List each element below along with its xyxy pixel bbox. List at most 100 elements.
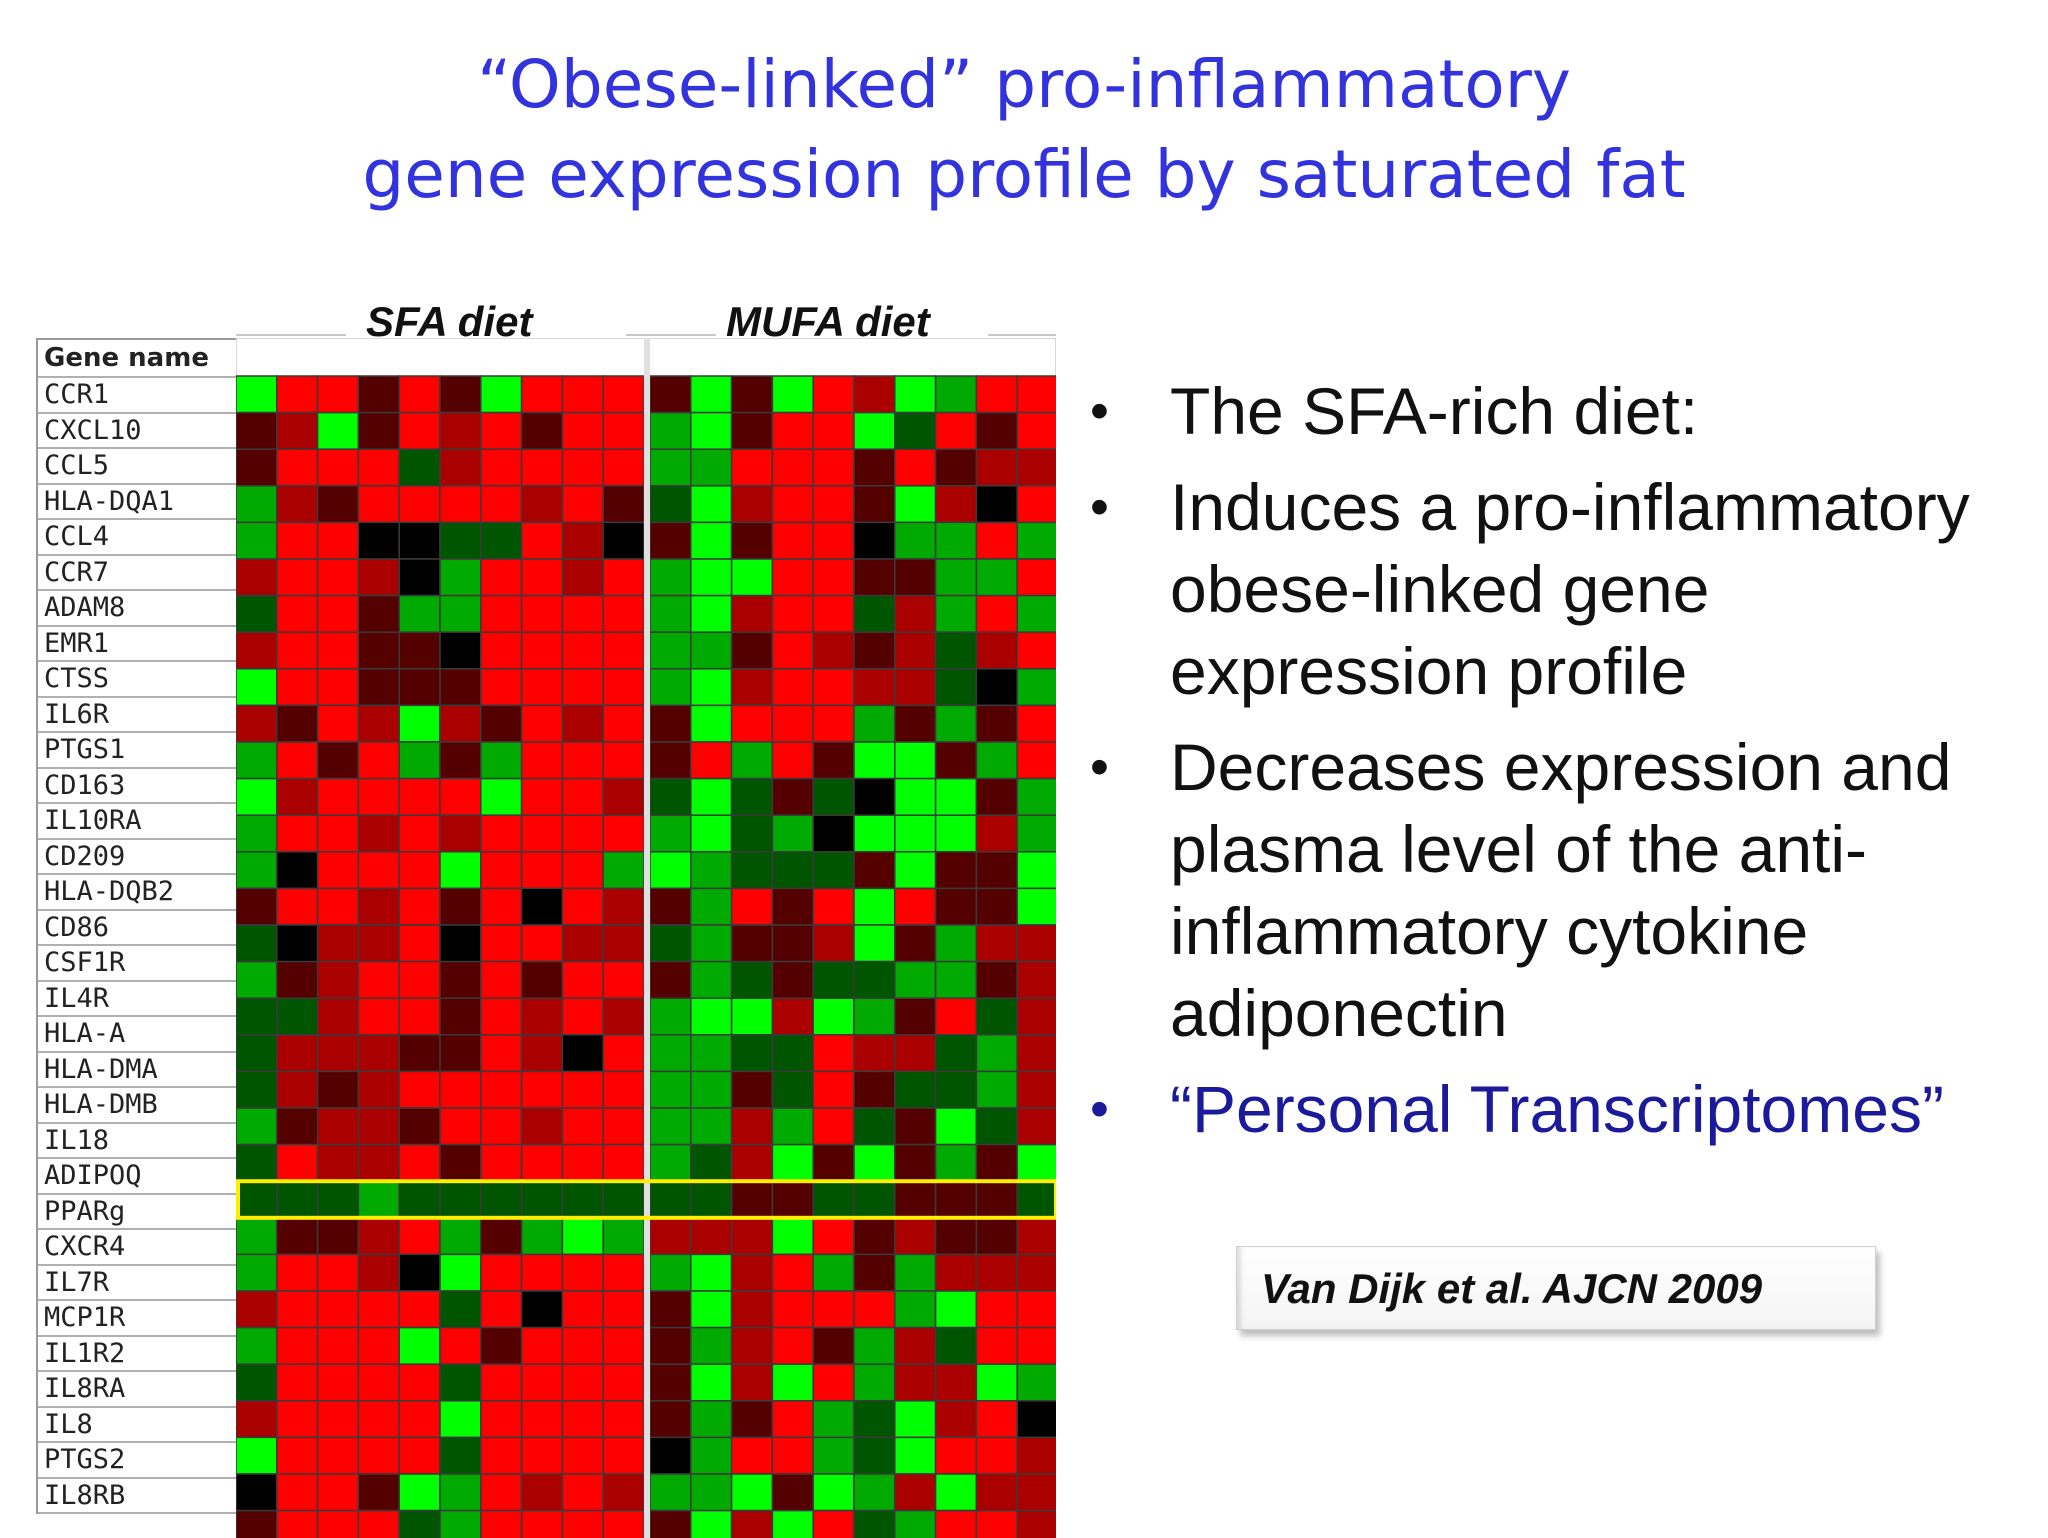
gene-label: HLA-DQA1 xyxy=(38,485,236,520)
heatmap-cell xyxy=(276,1326,319,1365)
heatmap-cell xyxy=(934,1363,978,1402)
heatmap-cell xyxy=(602,1436,645,1475)
heatmap-cell xyxy=(894,521,937,560)
gene-label: CTSS xyxy=(38,662,236,698)
heatmap-cell xyxy=(853,1143,896,1182)
heatmap-cell xyxy=(853,1070,896,1109)
heatmap-cell xyxy=(520,448,564,487)
heatmap-cell xyxy=(561,668,604,707)
heatmap-cell xyxy=(730,521,774,560)
heatmap-cell xyxy=(439,521,482,560)
heatmap-cell xyxy=(894,1180,937,1219)
heatmap-cell xyxy=(853,631,896,670)
heatmap-cell xyxy=(480,1253,523,1292)
heatmap-cell xyxy=(730,814,774,853)
heatmap-cell xyxy=(602,558,645,597)
gene-label: CCL5 xyxy=(38,449,236,485)
heatmap-cell xyxy=(602,924,645,963)
gene-name-header: Gene name xyxy=(38,340,236,378)
heatmap-cell xyxy=(520,1509,564,1538)
heatmap-cell xyxy=(649,485,692,524)
heatmap-cell xyxy=(649,1217,692,1256)
heatmap-cell xyxy=(894,1070,937,1109)
heatmap-cell xyxy=(439,631,482,670)
heatmap-cell xyxy=(853,1436,896,1475)
heatmap-cell xyxy=(439,1400,482,1439)
heatmap-cell xyxy=(853,668,896,707)
heatmap-cell xyxy=(812,448,855,487)
heatmap-cell xyxy=(276,594,319,633)
heatmap-cell xyxy=(975,1180,1018,1219)
heatmap-cell xyxy=(398,485,441,524)
heatmap-cell xyxy=(934,1253,978,1292)
heatmap-cell xyxy=(1016,1473,1056,1512)
heatmap-cell xyxy=(730,887,774,926)
gene-label: CCR1 xyxy=(38,378,236,414)
heatmap-cell xyxy=(894,1363,937,1402)
heatmap-cell xyxy=(439,1509,482,1538)
heatmap-cell xyxy=(853,887,896,926)
heatmap-cell xyxy=(602,411,645,450)
heatmap-cell xyxy=(439,887,482,926)
heatmap-cell xyxy=(771,1107,814,1146)
heatmap-cell xyxy=(649,851,692,890)
heatmap-cell xyxy=(975,1400,1018,1439)
heatmap-cell xyxy=(357,814,400,853)
heatmap-cell xyxy=(602,1290,645,1329)
heatmap-cell xyxy=(1016,777,1056,816)
heatmap-cell xyxy=(771,1473,814,1512)
heatmap-cell xyxy=(602,631,645,670)
heatmap-cell xyxy=(975,704,1018,743)
heatmap-cell xyxy=(602,777,645,816)
heatmap-cell xyxy=(894,594,937,633)
heatmap-cell xyxy=(690,704,733,743)
heatmap-cell xyxy=(649,741,692,780)
heatmap-cell xyxy=(520,411,564,450)
heatmap-cell xyxy=(1016,1290,1056,1329)
heatmap-cell xyxy=(771,375,814,414)
heatmap-cell xyxy=(276,851,319,890)
heatmap-cell xyxy=(934,411,978,450)
heatmap-cell xyxy=(975,1253,1018,1292)
heatmap-cell xyxy=(236,411,278,450)
heatmap-cell xyxy=(894,448,937,487)
heatmap-cell xyxy=(561,1400,604,1439)
heatmap-cell xyxy=(812,631,855,670)
heatmap-cell xyxy=(1016,1143,1056,1182)
heatmap-cell xyxy=(975,1070,1018,1109)
heatmap-cell xyxy=(561,777,604,816)
heatmap-cell xyxy=(357,1070,400,1109)
heatmap-cell xyxy=(236,1473,278,1512)
heatmap-cell xyxy=(690,1363,733,1402)
heatmap-cell xyxy=(602,1509,645,1538)
heatmap-cell xyxy=(894,631,937,670)
heatmap-cell xyxy=(894,741,937,780)
heatmap-cell xyxy=(894,1473,937,1512)
gene-label: ADAM8 xyxy=(38,591,236,627)
heatmap-cell xyxy=(649,594,692,633)
heatmap-cell xyxy=(357,1253,400,1292)
heatmap-cell xyxy=(853,997,896,1036)
heatmap-cell xyxy=(480,1180,523,1219)
heatmap-cell xyxy=(812,594,855,633)
heatmap-figure: SFA diet MUFA diet Gene name CCR1 CXCL10 C… xyxy=(36,290,1056,1538)
heatmap-cell xyxy=(236,594,278,633)
heatmap-cell xyxy=(357,924,400,963)
heatmap-cell xyxy=(561,485,604,524)
heatmap-cell xyxy=(276,777,319,816)
heatmap-cell xyxy=(520,1473,564,1512)
title-line-2: gene expression profile by saturated fat xyxy=(362,136,1686,213)
heatmap-cell xyxy=(771,924,814,963)
heatmap-cell xyxy=(649,1509,692,1538)
heatmap-cell xyxy=(602,1107,645,1146)
heatmap-cell xyxy=(480,1034,523,1073)
heatmap-cell xyxy=(812,887,855,926)
heatmap-cell xyxy=(480,741,523,780)
heatmap-cell xyxy=(602,375,645,414)
heatmap-cell xyxy=(771,887,814,926)
heatmap-cell xyxy=(316,1326,360,1365)
heatmap-cell xyxy=(934,777,978,816)
heatmap-cell xyxy=(975,1107,1018,1146)
heatmap-cell xyxy=(934,1107,978,1146)
heatmap-cell xyxy=(812,1070,855,1109)
